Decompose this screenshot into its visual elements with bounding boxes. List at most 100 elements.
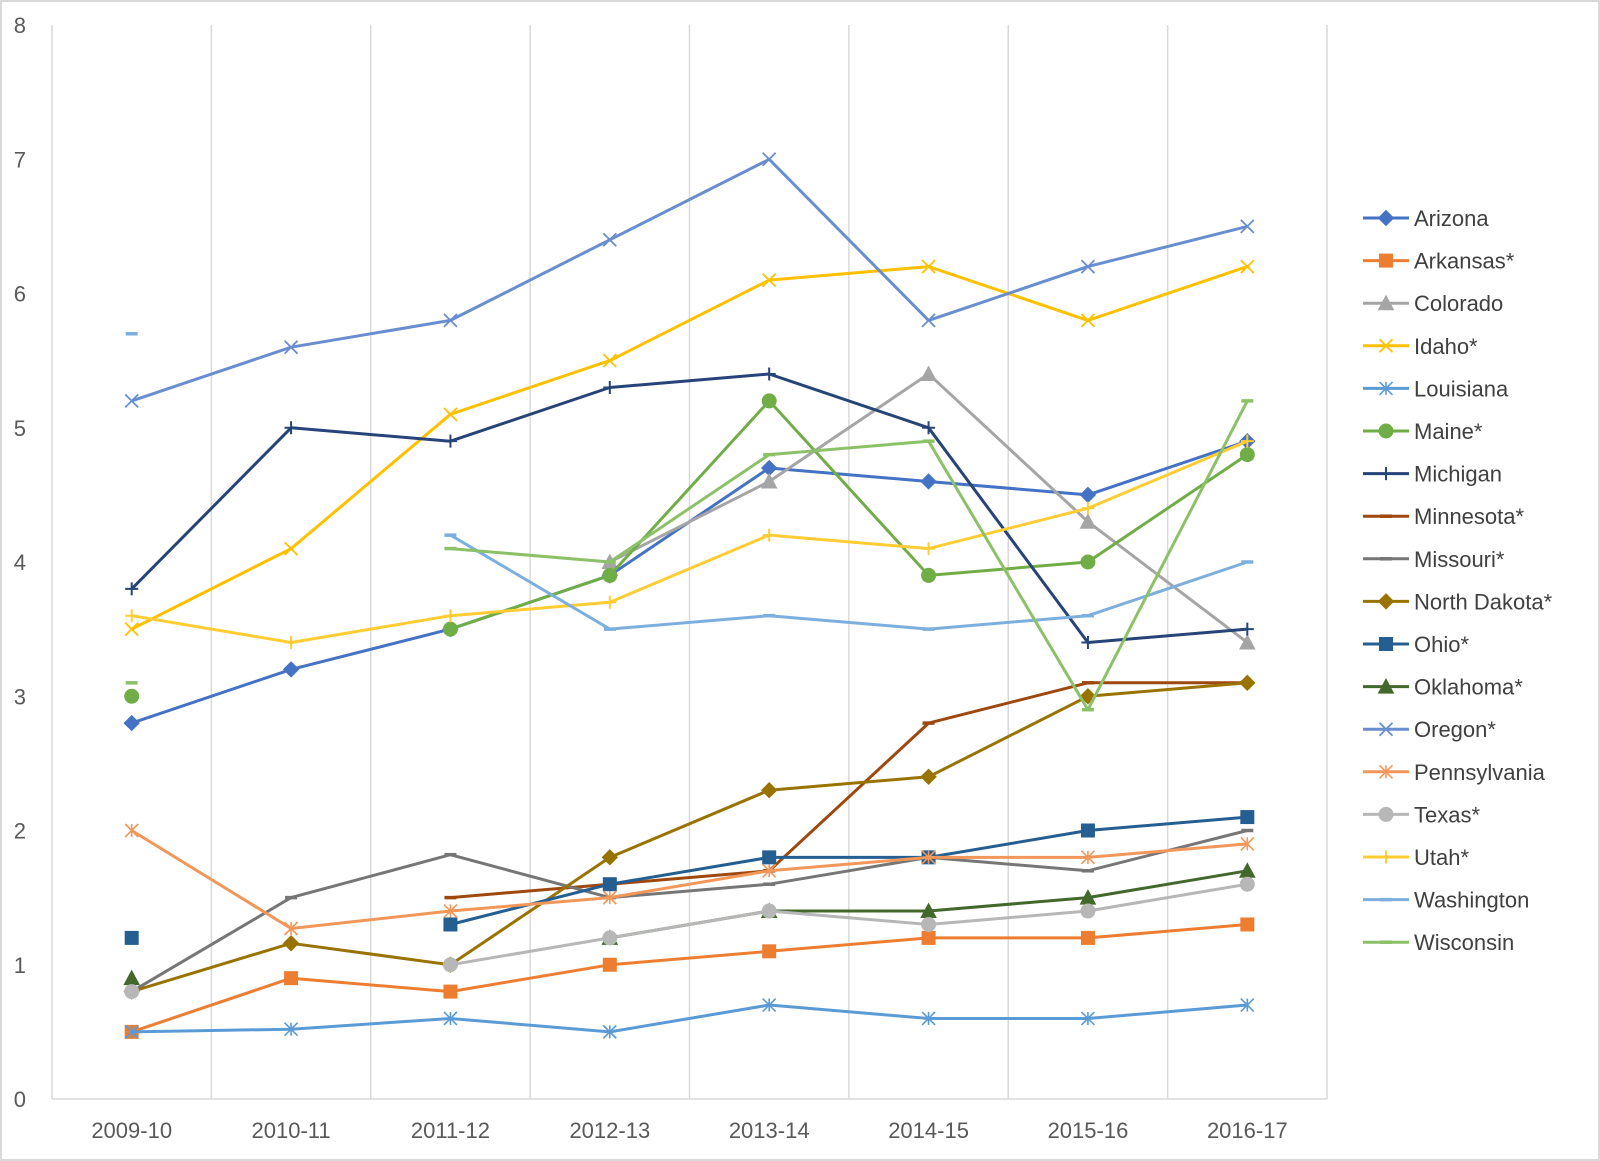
data-point-pennsylvania (443, 903, 458, 919)
data-point-maine (442, 621, 458, 637)
legend-item-north-dakota: North Dakota* (1363, 589, 1553, 614)
data-point-ohio (124, 930, 139, 945)
legend-label-texas: Texas* (1414, 802, 1480, 827)
legend-marker-texas (1378, 806, 1394, 822)
legend-marker-arizona (1377, 209, 1395, 227)
legend-item-ohio: Ohio* (1363, 632, 1469, 657)
data-point-oregon (124, 393, 139, 409)
legend-marker-pennsylvania (1378, 764, 1394, 779)
data-point-north-dakota (282, 935, 300, 952)
data-point-louisiana (443, 1011, 458, 1026)
legend-item-texas: Texas* (1363, 802, 1480, 827)
series-line-maine (449, 399, 1249, 631)
x-tick-label: 2012-13 (569, 1118, 650, 1143)
series-pennsylvania (124, 823, 1255, 936)
series-layer (123, 152, 1256, 1039)
data-point-arkansas (443, 984, 458, 999)
data-point-idaho (602, 353, 617, 368)
legend-item-missouri: Missouri* (1363, 547, 1505, 572)
y-tick-label: 0 (14, 1087, 26, 1112)
data-point-arkansas (921, 930, 936, 945)
data-point-michigan (922, 421, 936, 435)
data-point-pennsylvania (1080, 850, 1096, 865)
data-point-arizona (282, 661, 300, 678)
data-point-michigan (762, 367, 776, 381)
data-point-pennsylvania (1240, 836, 1255, 851)
data-point-north-dakota (1239, 674, 1256, 692)
data-point-pennsylvania (921, 850, 936, 865)
legend-marker-oklahoma (1377, 678, 1395, 694)
legend-marker-michigan (1379, 467, 1393, 481)
series-line-north-dakota (131, 681, 1248, 994)
legend-marker-colorado (1377, 294, 1395, 311)
legend-item-maine: Maine* (1363, 419, 1483, 444)
legend: Arizona Arkansas* Colorado Idaho* Louisiana M… (1363, 206, 1553, 955)
legend-item-louisiana: Louisiana (1363, 376, 1509, 401)
data-point-maine (1239, 447, 1255, 463)
legend-label-pennsylvania: Pennsylvania (1414, 760, 1546, 785)
legend-label-oklahoma: Oklahoma* (1414, 675, 1523, 700)
data-point-texas (1080, 903, 1096, 919)
data-point-oregon (1080, 259, 1096, 274)
data-point-michigan (603, 380, 617, 394)
data-point-utah (1240, 434, 1254, 448)
legend-item-michigan: Michigan (1363, 462, 1502, 487)
x-tick-label: 2013-14 (729, 1118, 810, 1143)
data-point-colorado (1079, 513, 1097, 529)
series-idaho (124, 259, 1255, 637)
x-tick-label: 2015-16 (1048, 1118, 1129, 1143)
y-tick-label: 6 (14, 282, 26, 307)
data-point-texas (761, 903, 777, 919)
legend-marker-north-dakota (1377, 593, 1395, 610)
data-point-arkansas (1080, 930, 1095, 945)
data-point-idaho (283, 541, 299, 556)
series-line-utah (131, 439, 1248, 644)
legend-label-north-dakota: North Dakota* (1414, 589, 1553, 614)
data-point-texas (921, 916, 937, 932)
legend-item-oklahoma: Oklahoma* (1363, 675, 1523, 700)
data-point-oregon (1240, 219, 1255, 234)
x-tick-label: 2014-15 (888, 1118, 969, 1143)
legend-label-arkansas: Arkansas* (1414, 249, 1515, 274)
data-point-michigan (1240, 622, 1254, 636)
legend-label-ohio: Ohio* (1414, 632, 1469, 657)
y-tick-label: 2 (14, 819, 26, 844)
data-point-idaho (1240, 259, 1255, 274)
data-point-maine (761, 393, 777, 409)
data-point-colorado (1238, 633, 1256, 650)
axes: 0 1 2 3 4 5 6 7 8 2009-10 2010-11 2011-12 2012-13 201… (14, 13, 1327, 1143)
legend-label-arizona: Arizona (1414, 206, 1489, 231)
data-point-oregon (921, 313, 936, 328)
series-line-pennsylvania (130, 829, 1248, 930)
series-michigan (125, 367, 1254, 650)
data-point-arizona (123, 714, 140, 732)
y-tick-label: 4 (14, 550, 26, 575)
data-point-louisiana (283, 1022, 299, 1037)
data-point-pennsylvania (602, 890, 617, 905)
legend-marker-idaho (1378, 338, 1394, 353)
data-point-michigan (125, 582, 139, 596)
y-tick-label: 7 (14, 147, 26, 172)
y-tick-label: 3 (14, 684, 26, 709)
data-point-maine (921, 567, 937, 583)
series-washington (125, 332, 1254, 631)
data-point-idaho (921, 259, 936, 274)
legend-item-oregon: Oregon* (1363, 717, 1496, 742)
legend-item-utah: Utah* (1363, 845, 1469, 870)
legend-label-utah: Utah* (1414, 845, 1469, 870)
data-point-oregon (762, 152, 777, 167)
data-point-louisiana (124, 1024, 139, 1039)
data-point-arkansas (602, 957, 617, 972)
data-point-oregon (283, 340, 299, 355)
data-point-pennsylvania (283, 921, 299, 936)
legend-marker-ohio (1379, 637, 1393, 651)
data-point-idaho (762, 272, 777, 288)
legend-label-idaho: Idaho* (1414, 334, 1478, 359)
legend-label-michigan: Michigan (1414, 462, 1502, 487)
legend-item-minnesota: Minnesota* (1363, 504, 1525, 529)
data-point-idaho (443, 407, 458, 422)
data-point-michigan (443, 434, 457, 448)
